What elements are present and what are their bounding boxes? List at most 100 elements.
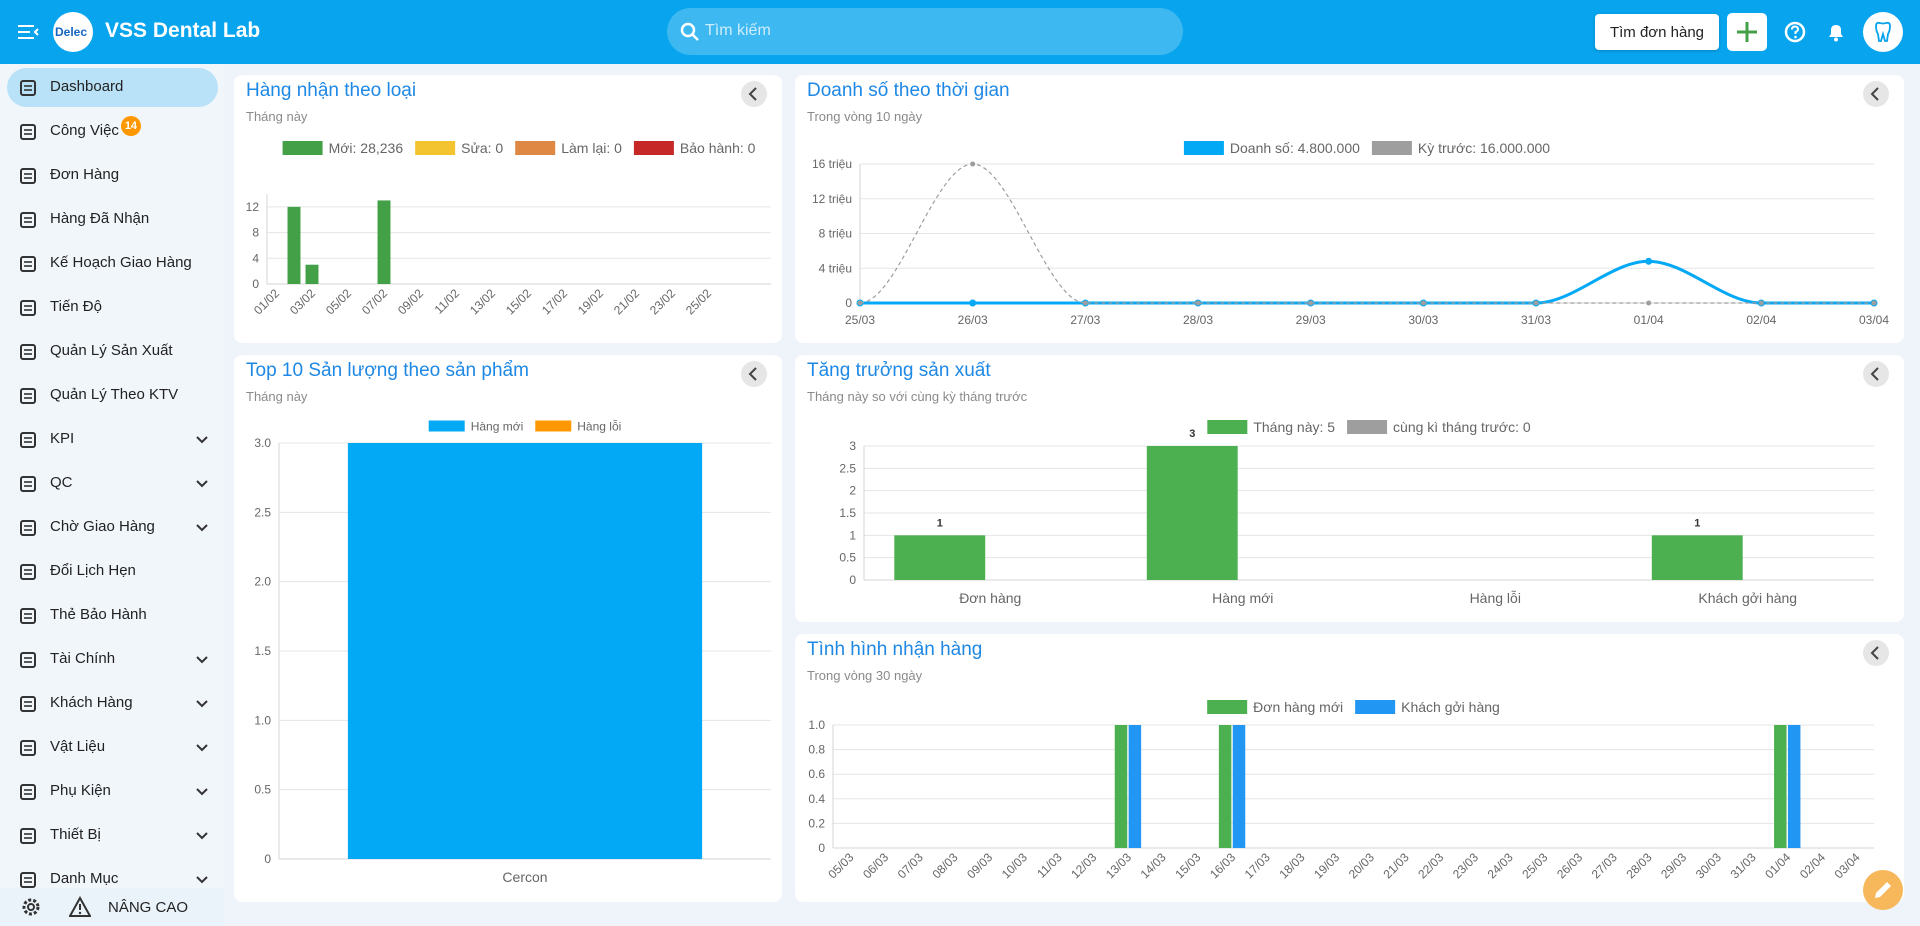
icon-shape xyxy=(20,300,36,316)
collapse-button[interactable] xyxy=(741,361,767,387)
x-tick-label: 13/02 xyxy=(467,286,498,317)
expand-chevron xyxy=(196,788,208,796)
y-tick-label: 4 triệu xyxy=(819,261,852,275)
menu-button[interactable] xyxy=(16,22,40,42)
button-circle[interactable] xyxy=(1863,81,1889,107)
card-subtitle: Trong vòng 30 ngày xyxy=(807,668,923,683)
x-tick-label: 01/04 xyxy=(1634,313,1664,327)
chevron-shape xyxy=(196,700,208,708)
expand-chevron xyxy=(196,436,208,444)
x-tick-label: 03/02 xyxy=(287,286,318,317)
legend-item[interactable]: Bảo hành: 0 xyxy=(633,140,756,156)
icon-shape xyxy=(20,212,36,228)
button-circle[interactable] xyxy=(1863,640,1889,666)
menu-item[interactable]: Hàng Đã Nhận xyxy=(7,200,218,239)
add-button[interactable] xyxy=(1727,13,1767,51)
user-avatar[interactable] xyxy=(1863,12,1903,52)
menu-item[interactable]: Tài Chính xyxy=(7,640,218,679)
menu-icon xyxy=(20,564,36,580)
x-tick-label: 20/03 xyxy=(1346,850,1377,881)
advanced-label[interactable]: NÂNG CAO xyxy=(108,899,189,916)
menu-item[interactable]: Kế Hoạch Giao Hàng xyxy=(7,244,218,283)
legend: Tháng này: 5 cùng kì tháng trước: 0 xyxy=(1207,419,1531,435)
x-tick-label: 24/03 xyxy=(1485,850,1516,881)
legend-item[interactable]: Tháng này: 5 xyxy=(1207,419,1335,435)
menu-item[interactable]: Chờ Giao Hàng xyxy=(7,508,218,547)
chart-card: Doanh số theo thời gian Trong vòng 10 ngà… xyxy=(795,75,1904,343)
menu-item[interactable]: Đơn Hàng xyxy=(7,156,218,195)
menu-icon xyxy=(20,740,36,756)
legend-item[interactable]: Đơn hàng mới xyxy=(1207,699,1343,715)
menu-item[interactable]: QC xyxy=(7,464,218,503)
y-tick-label: 0.2 xyxy=(808,816,825,830)
x-tick-label: 03/04 xyxy=(1832,850,1863,881)
menu-item[interactable]: Thiết Bị xyxy=(7,816,218,855)
y-tick-label: 2.5 xyxy=(254,505,271,519)
collapse-button[interactable] xyxy=(1863,81,1889,107)
y-tick-label: 4 xyxy=(252,251,259,265)
point xyxy=(969,299,977,307)
x-tick-label: Đơn hàng xyxy=(959,590,1021,606)
x-tick-label: 07/02 xyxy=(359,286,390,317)
legend-item[interactable]: Mới: 28,236 xyxy=(282,140,404,156)
menu-label: Quản Lý Sản Xuất xyxy=(50,342,173,359)
point xyxy=(1082,300,1088,306)
menu-item[interactable]: KPI xyxy=(7,420,218,459)
x-tick-label: 27/03 xyxy=(1589,850,1620,881)
collapse-button[interactable] xyxy=(1863,361,1889,387)
bar xyxy=(1128,725,1142,848)
chart: 0 4 triệu 8 triệu 12 triệu 16 triệu 25/03 26/0… xyxy=(812,81,1889,327)
button-circle[interactable] xyxy=(741,361,767,387)
menu-item[interactable]: Công Việc 14 xyxy=(7,112,218,151)
menu-item[interactable]: Dashboard xyxy=(7,68,218,107)
find-order-button[interactable]: Tìm đơn hàng xyxy=(1595,14,1719,50)
menu-item[interactable]: Khách Hàng xyxy=(7,684,218,723)
legend-item[interactable]: Sửa: 0 xyxy=(415,140,503,156)
menu-item[interactable]: Đổi Lịch Hẹn xyxy=(7,552,218,591)
logo-text: Delec xyxy=(55,25,88,39)
legend-item[interactable]: Hàng lỗi xyxy=(535,418,621,433)
legend-item[interactable]: Làm lại: 0 xyxy=(515,140,622,156)
legend-item[interactable]: Hàng mới xyxy=(428,419,524,433)
icon-shape xyxy=(20,784,36,800)
collapse-button[interactable] xyxy=(741,81,767,107)
y-tick-label: 0.4 xyxy=(808,792,825,806)
legend-item[interactable]: cùng kì tháng trước: 0 xyxy=(1347,419,1531,435)
x-tick-label: 17/02 xyxy=(539,286,570,317)
legend-item[interactable]: Kỳ trước: 16.000.000 xyxy=(1371,140,1550,156)
x-tick-label: 30/03 xyxy=(1693,850,1724,881)
button-circle[interactable] xyxy=(741,81,767,107)
menu-item[interactable]: Thẻ Bảo Hành xyxy=(7,596,218,635)
menu-item[interactable]: Vật Liệu xyxy=(7,728,218,767)
collapse-button[interactable] xyxy=(1863,640,1889,666)
button-circle[interactable] xyxy=(1863,361,1889,387)
bar xyxy=(347,443,703,859)
edit-fab[interactable] xyxy=(1863,870,1903,910)
button-chevron xyxy=(748,87,757,101)
menu-item[interactable]: Danh Mục xyxy=(7,860,218,899)
search-box[interactable]: Tìm kiếm xyxy=(667,8,1183,55)
x-tick-label: 26/03 xyxy=(1554,850,1585,881)
help-icon[interactable] xyxy=(1783,20,1807,44)
point xyxy=(1645,257,1653,265)
settings-icon[interactable] xyxy=(20,896,42,918)
legend-swatch xyxy=(282,141,323,155)
legend-label: Mới: 28,236 xyxy=(329,140,404,156)
menu-label: KPI xyxy=(50,430,75,447)
legend: Doanh số: 4.800.000 Kỳ trước: 16.000.000 xyxy=(1183,140,1550,156)
notification-icon[interactable] xyxy=(1824,20,1848,44)
menu-item[interactable]: Tiến Độ xyxy=(7,288,218,327)
point xyxy=(1420,300,1426,306)
card-title: Top 10 Sản lượng theo sản phẩm xyxy=(246,360,529,381)
menu-item[interactable]: Phụ Kiện xyxy=(7,772,218,811)
menu-item[interactable]: Quản Lý Theo KTV xyxy=(7,376,218,415)
legend: Mới: 28,236 Sửa: 0 Làm lại: 0 Bảo hành: 0 xyxy=(282,140,756,156)
menu-label: Phụ Kiện xyxy=(50,782,111,799)
x-tick-label: 25/03 xyxy=(1519,850,1550,881)
warning-icon xyxy=(69,896,91,917)
legend-item[interactable]: Khách gởi hàng xyxy=(1355,699,1500,715)
x-tick-label: 13/03 xyxy=(1103,850,1134,881)
legend-item[interactable]: Doanh số: 4.800.000 xyxy=(1183,140,1360,156)
menu-item[interactable]: Quản Lý Sản Xuất xyxy=(7,332,218,371)
menu-label: Khách Hàng xyxy=(50,694,133,711)
